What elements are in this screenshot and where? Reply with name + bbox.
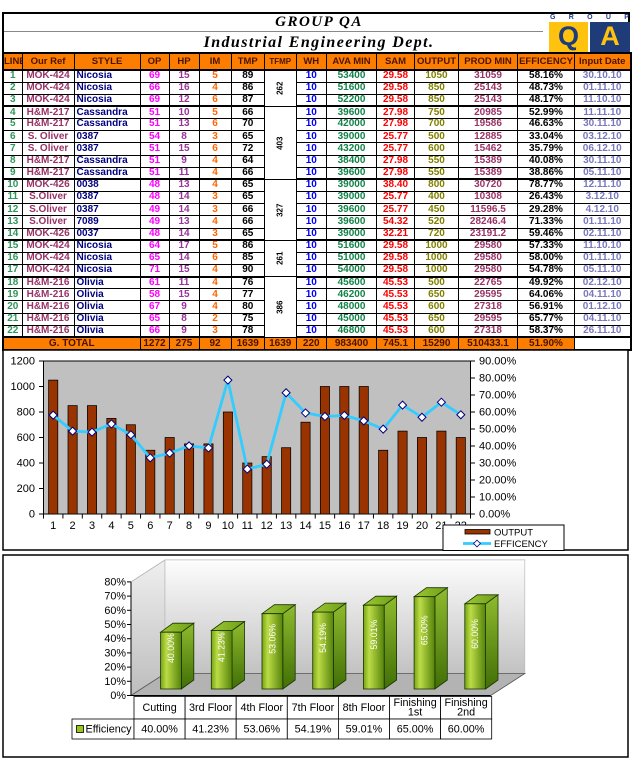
svg-text:60.00%: 60.00% (448, 724, 485, 736)
svg-text:800: 800 (17, 407, 35, 419)
svg-text:1: 1 (50, 520, 56, 532)
svg-text:20: 20 (416, 520, 428, 532)
svg-text:59.01%: 59.01% (369, 620, 379, 650)
svg-text:70%: 70% (104, 591, 126, 603)
svg-text:80%: 80% (104, 576, 126, 588)
svg-text:30%: 30% (104, 647, 126, 659)
svg-text:0.00%: 0.00% (479, 509, 510, 521)
svg-text:54.19%: 54.19% (295, 724, 332, 736)
svg-text:2: 2 (70, 520, 76, 532)
svg-text:4: 4 (108, 520, 114, 532)
svg-text:60%: 60% (104, 605, 126, 617)
svg-text:Cutting: Cutting (142, 702, 176, 714)
svg-text:50%: 50% (104, 619, 126, 631)
svg-text:8th Floor: 8th Floor (343, 702, 386, 714)
svg-text:10%: 10% (104, 676, 126, 688)
svg-text:14: 14 (299, 520, 311, 532)
svg-text:1st: 1st (408, 707, 422, 719)
svg-text:11: 11 (242, 520, 253, 532)
svg-text:1200: 1200 (11, 356, 35, 368)
svg-text:41.23%: 41.23% (217, 632, 227, 662)
svg-text:Efficiency: Efficiency (86, 724, 133, 736)
svg-text:2nd: 2nd (457, 707, 475, 719)
svg-text:200: 200 (17, 483, 35, 495)
svg-text:53.06%: 53.06% (243, 724, 280, 736)
svg-text:10.00%: 10.00% (479, 492, 517, 504)
svg-text:600: 600 (17, 432, 35, 444)
svg-text:30.00%: 30.00% (479, 458, 517, 470)
svg-text:5: 5 (128, 520, 134, 532)
svg-text:18: 18 (377, 520, 389, 532)
svg-text:4th Floor: 4th Floor (240, 702, 283, 714)
svg-text:41.23%: 41.23% (192, 724, 229, 736)
svg-text:Finishing: Finishing (444, 697, 487, 709)
svg-text:3: 3 (89, 520, 95, 532)
svg-text:65.00%: 65.00% (397, 724, 434, 736)
svg-text:40%: 40% (104, 633, 126, 645)
svg-text:6: 6 (147, 520, 153, 532)
svg-text:19: 19 (396, 520, 408, 532)
svg-text:70.00%: 70.00% (479, 390, 517, 402)
svg-text:12: 12 (261, 520, 273, 532)
svg-text:53.06%: 53.06% (267, 624, 277, 654)
svg-text:1000: 1000 (11, 381, 35, 393)
svg-text:40.00%: 40.00% (141, 724, 178, 736)
svg-text:0%: 0% (110, 690, 126, 702)
svg-text:3rd Floor: 3rd Floor (189, 702, 233, 714)
svg-text:7th Floor: 7th Floor (292, 702, 335, 714)
svg-text:Finishing: Finishing (393, 697, 436, 709)
svg-text:50.00%: 50.00% (479, 424, 517, 436)
svg-text:80.00%: 80.00% (479, 373, 517, 385)
svg-text:15: 15 (319, 520, 331, 532)
svg-text:54.19%: 54.19% (318, 623, 328, 653)
svg-text:20%: 20% (104, 662, 126, 674)
svg-text:9: 9 (205, 520, 211, 532)
svg-text:60.00%: 60.00% (479, 407, 517, 419)
svg-text:40.00%: 40.00% (166, 633, 176, 663)
svg-text:65.00%: 65.00% (420, 615, 430, 645)
svg-text:8: 8 (186, 520, 192, 532)
svg-text:40.00%: 40.00% (479, 441, 517, 453)
svg-text:EFFICENCY: EFFICENCY (494, 539, 549, 550)
svg-text:0: 0 (29, 509, 35, 521)
svg-text:20.00%: 20.00% (479, 475, 517, 487)
svg-text:17: 17 (358, 520, 370, 532)
svg-text:400: 400 (17, 458, 35, 470)
svg-text:13: 13 (280, 520, 292, 532)
svg-text:59.01%: 59.01% (346, 724, 383, 736)
svg-text:OUTPUT: OUTPUT (494, 528, 533, 539)
svg-text:7: 7 (167, 520, 173, 532)
svg-text:10: 10 (222, 520, 234, 532)
svg-text:90.00%: 90.00% (479, 356, 517, 368)
svg-text:16: 16 (338, 520, 350, 532)
svg-text:60.00%: 60.00% (470, 619, 480, 649)
